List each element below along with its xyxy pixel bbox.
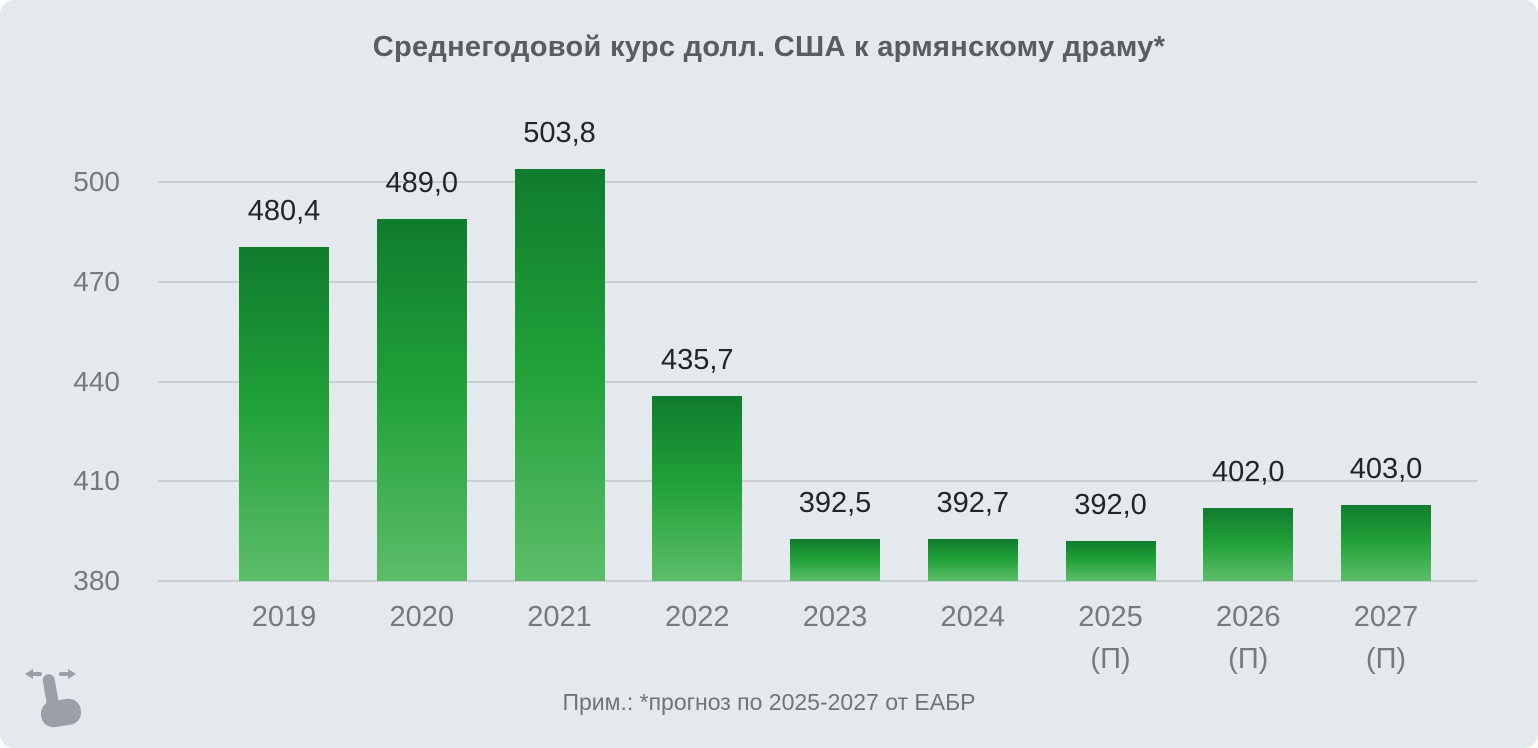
bar-value-label-2024: 392,7 [936, 486, 1010, 519]
y-axis-label-470: 470 [73, 265, 120, 297]
x-axis-label-2022: 2022 [664, 601, 730, 633]
chart-footnote: Прим.: *прогноз по 2025-2027 от ЕАБР [562, 689, 976, 715]
x-axis-forecast-marker-2025: (П) [1090, 643, 1131, 675]
x-axis-label-2026: 2026 [1215, 601, 1281, 633]
bar-2020 [376, 218, 467, 581]
y-axis-label-410: 410 [73, 465, 120, 497]
gridline-440 [158, 380, 1477, 383]
x-axis-label-2023: 2023 [802, 601, 868, 633]
bar-2022 [652, 395, 743, 581]
x-axis-forecast-marker-2027: (П) [1365, 643, 1407, 675]
bar-value-label-2019: 480,4 [247, 195, 321, 228]
bar-2024 [927, 538, 1018, 581]
y-axis-label-380: 380 [73, 565, 120, 596]
x-axis-label-2025: 2025 [1078, 601, 1143, 633]
x-axis-label-2019: 2019 [251, 601, 317, 633]
swipe-gesture-icon [25, 669, 82, 728]
bar-value-label-2027: 403,0 [1349, 452, 1423, 485]
x-axis-label-2027: 2027 [1353, 601, 1419, 633]
chart-title: Среднегодовой курс долл. США к армянском… [372, 31, 1166, 63]
x-axis-label-2021: 2021 [527, 601, 592, 633]
bar-value-label-2021: 503,8 [523, 117, 596, 150]
bar-2026 [1203, 507, 1294, 581]
bar-value-label-2023: 392,5 [798, 487, 872, 520]
bar-value-label-2025: 392,0 [1074, 489, 1147, 522]
gridline-500 [158, 181, 1477, 183]
x-axis-label-2024: 2024 [940, 601, 1005, 633]
bar-2021 [514, 169, 605, 581]
bar-2025 [1065, 541, 1156, 581]
bar-2027 [1341, 504, 1431, 581]
bar-2023 [790, 539, 880, 581]
bar-2019 [239, 247, 329, 581]
x-axis-forecast-marker-2026: (П) [1228, 643, 1269, 675]
gridline-470 [158, 280, 1477, 283]
bar-value-label-2020: 489,0 [385, 166, 459, 199]
gridline-380 [158, 580, 1477, 582]
x-axis-label-2020: 2020 [389, 601, 454, 633]
bar-value-label-2022: 435,7 [660, 343, 734, 376]
y-axis-label-440: 440 [73, 365, 120, 397]
y-axis-label-500: 500 [73, 166, 120, 197]
bar-value-label-2026: 402,0 [1211, 455, 1285, 488]
gridline-410 [158, 480, 1477, 483]
